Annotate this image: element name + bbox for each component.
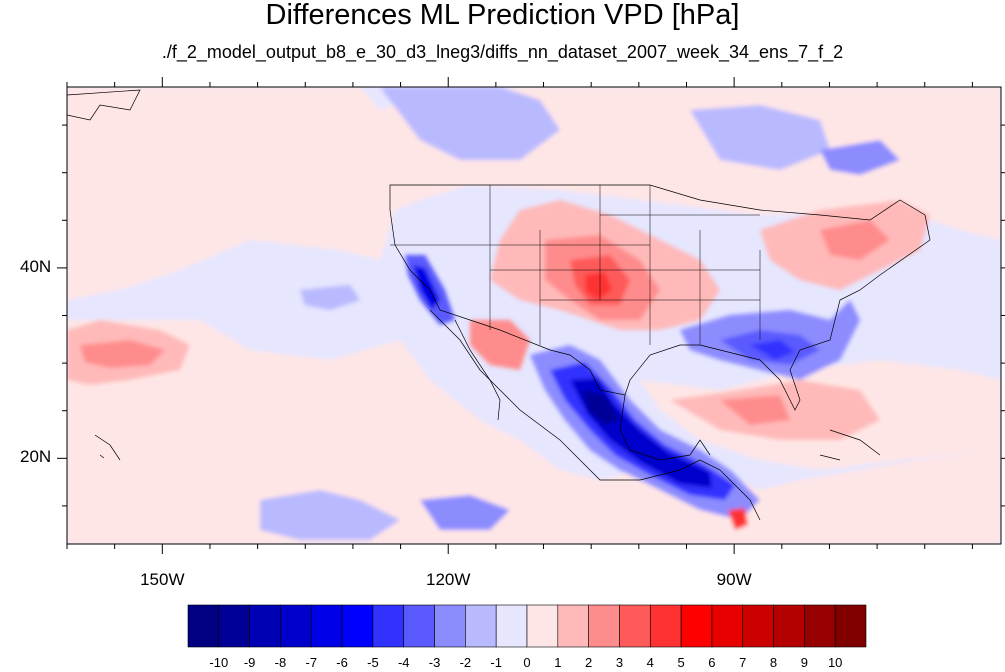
colorbar-swatch: [249, 604, 281, 648]
colorbar-swatch: [310, 604, 343, 648]
lon-tick-label: 120W: [426, 570, 471, 589]
colorbar-swatch: [834, 604, 867, 648]
mexico-pacific-coast: [429, 309, 761, 521]
colorbar-swatch: [465, 604, 497, 648]
lon-tick-label: 150W: [140, 570, 185, 589]
colorbar-label: 7: [739, 655, 747, 670]
colorbar-label: 3: [615, 655, 624, 670]
colorbar-swatch: [588, 604, 620, 648]
colorbar-swatch: [187, 604, 220, 648]
colorbar-swatch: [403, 604, 435, 648]
colorbar-swatch: [773, 604, 805, 648]
colorbar-label: -6: [336, 655, 348, 670]
mexico-gulf-coast: [619, 394, 711, 461]
colorbar-label: 2: [585, 655, 593, 670]
colorbar-swatch: [341, 604, 374, 648]
difference-field: [67, 87, 1001, 544]
colorbar-label: 8: [769, 655, 778, 670]
colorbar-swatch: [557, 604, 589, 648]
colorbar-label: -7: [305, 655, 318, 670]
colorbar-swatch: [649, 604, 682, 648]
colorbar-swatch: [680, 604, 713, 648]
colorbar-label: -3: [428, 655, 441, 670]
figure-title: Differences ML Prediction VPD [hPa]: [265, 0, 740, 31]
colorbar-swatch: [742, 604, 774, 648]
colorbar-label: 4: [646, 655, 654, 670]
colorbar-label: 9: [800, 655, 808, 670]
colorbar-swatch: [280, 604, 312, 648]
lon-tick-label: 90W: [716, 570, 752, 589]
colorbar: [187, 604, 867, 648]
coastlines-and-borders: [67, 89, 931, 521]
colorbar-swatch: [711, 604, 744, 648]
colorbar-swatch: [372, 604, 405, 648]
colorbar-label: -5: [367, 655, 379, 670]
colorbar-label: -8: [274, 655, 287, 670]
field-negative-north: [380, 87, 560, 160]
axis-ticks: [57, 77, 1005, 554]
colorbar-label: 5: [677, 655, 685, 670]
lat-tick-label: 40N: [20, 256, 52, 276]
colorbar-swatch: [526, 604, 559, 648]
colorbar-label: -9: [243, 655, 256, 670]
colorbar-label: -4: [397, 655, 410, 670]
alaska-coast: [67, 89, 141, 121]
colorbar-swatch: [218, 604, 250, 648]
colorbar-swatch: [495, 604, 528, 648]
colorbar-swatch: [804, 604, 836, 648]
colorbar-label: -10: [209, 655, 229, 670]
figure-subtitle: ./f_2_model_output_b8_e_30_d3_lneg3/diff…: [161, 42, 844, 62]
colorbar-label: 6: [708, 655, 716, 670]
map-plot-area: [67, 87, 1001, 544]
lat-tick-label: 20N: [20, 447, 52, 467]
colorbar-swatch: [619, 604, 651, 648]
colorbar-label: -2: [459, 655, 472, 670]
field-arizona-positive: [470, 320, 530, 370]
colorbar-swatch: [434, 604, 466, 648]
colorbar-label: 1: [554, 655, 562, 670]
state-borders: [390, 185, 761, 345]
field-positive-south: [67, 320, 1001, 544]
colorbar-label: 10: [827, 655, 843, 670]
colorbar-label: -1: [490, 655, 502, 670]
baja-california: [454, 319, 501, 421]
caribbean-islands: [819, 429, 881, 461]
colorbar-label: 0: [523, 655, 531, 670]
hawaii: [94, 434, 121, 461]
us-outline: [389, 184, 931, 411]
